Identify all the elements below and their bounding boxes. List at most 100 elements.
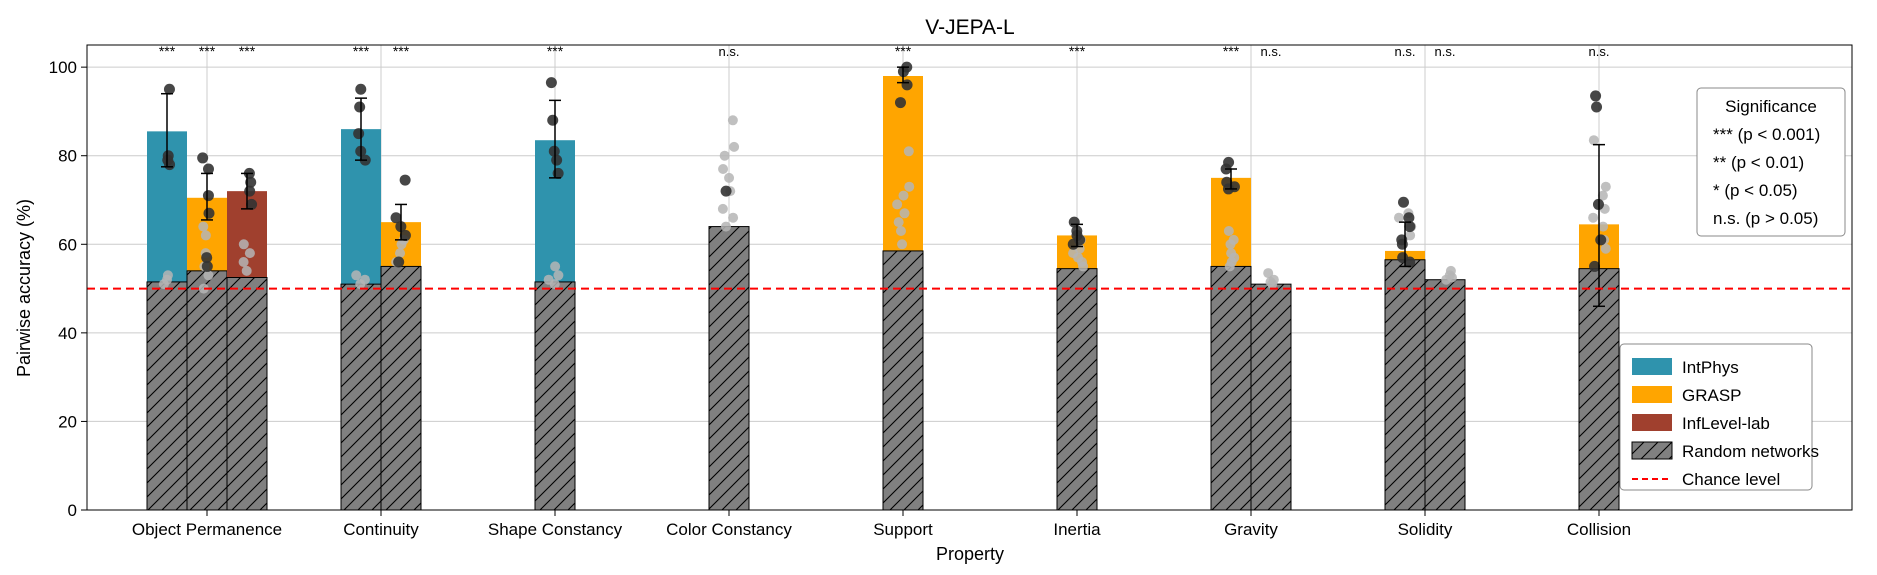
random-point (355, 279, 366, 290)
bar-random-networks (1384, 259, 1426, 511)
random-point (903, 146, 914, 157)
model-point (393, 256, 405, 268)
plot-area: *** *** *** *** *** *** n.s. *** *** *** n.s. n.s. n… (49, 43, 1853, 539)
random-point (899, 208, 910, 219)
model-point (354, 101, 366, 113)
model-point (399, 229, 411, 241)
random-point (898, 190, 909, 201)
bar-random-networks (226, 277, 268, 511)
x-tick-label: Gravity (1224, 520, 1278, 539)
model-point (1595, 234, 1607, 246)
legend-swatch-inflevel-lab (1632, 414, 1672, 431)
significance-legend-title: Significance (1725, 97, 1817, 116)
significance-label: n.s. (1589, 44, 1610, 59)
x-tick-label: Continuity (343, 520, 419, 539)
model-point (244, 185, 256, 197)
random-point (719, 150, 730, 161)
significance-label: *** (1223, 43, 1240, 59)
model-point (1590, 90, 1602, 102)
random-point (1588, 135, 1599, 146)
significance-legend-item: n.s. (p > 0.05) (1713, 209, 1818, 228)
significance-legend-item: ** (p < 0.01) (1713, 153, 1804, 172)
random-point (1393, 212, 1404, 223)
random-point (244, 248, 255, 259)
significance-label: *** (239, 43, 256, 59)
y-axis-label: Pairwise accuracy (%) (14, 199, 34, 377)
random-point (720, 221, 731, 232)
model-point (353, 128, 365, 140)
legend-label: Chance level (1682, 470, 1780, 489)
significance-legend-item: *** (p < 0.001) (1713, 125, 1820, 144)
model-point (390, 212, 402, 224)
y-tick-label: 100 (49, 58, 77, 77)
random-point (895, 226, 906, 236)
bar-random-networks (340, 283, 382, 511)
model-point (246, 198, 258, 210)
legend-label: InfLevel-lab (1682, 414, 1770, 433)
significance-label: n.s. (1395, 44, 1416, 59)
significance-label: *** (199, 43, 216, 59)
x-tick-label: Collision (1567, 520, 1631, 539)
bar-random-networks (1250, 283, 1292, 511)
model-point (202, 163, 214, 175)
bar-random-networks (1210, 265, 1252, 511)
model-point (720, 185, 732, 197)
random-point (1225, 239, 1236, 250)
significance-label: n.s. (1261, 44, 1282, 59)
model-point (545, 77, 557, 89)
significance-legend-item: * (p < 0.05) (1713, 181, 1798, 200)
x-tick-label: Object Permanence (132, 520, 282, 539)
random-point (904, 181, 915, 192)
model-point (197, 152, 209, 164)
random-point (1224, 261, 1235, 272)
x-tick-label: Inertia (1053, 520, 1101, 539)
chart-title: V-JEPA-L (925, 16, 1014, 39)
bar-random-networks (882, 250, 924, 511)
x-tick-label: Shape Constancy (488, 520, 623, 539)
y-tick-label: 20 (58, 412, 77, 431)
legend-swatch-grasp (1632, 386, 1672, 403)
model-point (203, 207, 215, 219)
random-point (1441, 274, 1452, 285)
model-point (399, 174, 411, 186)
random-point (728, 212, 739, 223)
bar-random-networks (1578, 268, 1620, 511)
bar-random-networks (1424, 279, 1466, 511)
random-point (727, 115, 738, 126)
model-point (201, 260, 213, 272)
model-point (202, 190, 214, 202)
random-point (351, 270, 362, 281)
random-point (198, 221, 209, 232)
significance-label: *** (353, 43, 370, 59)
bar-random-networks (534, 281, 576, 511)
random-point (238, 239, 249, 250)
random-point (200, 230, 211, 241)
significance-label: *** (1069, 43, 1086, 59)
significance-label: *** (159, 43, 176, 59)
model-point (1398, 196, 1410, 208)
random-point (1263, 268, 1274, 279)
model-point (1396, 238, 1408, 250)
bar-random-networks (1056, 268, 1098, 511)
model-point (355, 83, 367, 95)
model-point (1589, 260, 1601, 272)
random-point (1267, 279, 1278, 290)
random-point (897, 239, 908, 250)
random-point (1598, 221, 1609, 232)
random-point (241, 265, 252, 276)
random-point (549, 279, 560, 290)
legend-swatch-intphys (1632, 358, 1672, 375)
random-point (553, 270, 564, 281)
random-point (238, 257, 249, 267)
legend-swatch-random-networks (1631, 441, 1673, 460)
random-point (724, 172, 735, 183)
y-tick-label: 0 (68, 501, 77, 520)
random-point (1600, 181, 1611, 192)
model-point (245, 176, 257, 188)
random-point (717, 203, 728, 214)
significance-label: *** (895, 43, 912, 59)
random-point (203, 270, 214, 281)
bars-group: *** *** *** *** *** *** n.s. *** *** *** n.s. n.s. n… (146, 43, 1620, 511)
x-axis-label: Property (936, 544, 1004, 564)
